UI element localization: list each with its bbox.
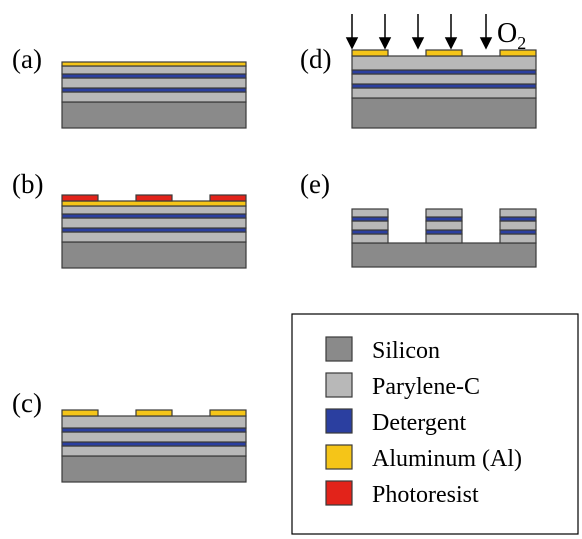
parylene-layer-bottom xyxy=(61,231,247,243)
legend-label-aluminum: Aluminum (Al) xyxy=(372,446,522,472)
silicon-substrate xyxy=(351,242,537,268)
aluminum-layer xyxy=(61,61,247,67)
detergent-layer-bottom xyxy=(61,441,247,447)
parylene-layer-middle xyxy=(425,220,463,231)
panel-b-label: (b) xyxy=(12,169,43,199)
panel-e: (e) xyxy=(300,169,537,268)
parylene-layer-middle xyxy=(61,217,247,229)
parylene-layer-bottom xyxy=(351,87,537,99)
legend-item-detergent: Detergent xyxy=(325,408,467,436)
parylene-layer-middle xyxy=(351,220,389,231)
silicon-substrate xyxy=(61,241,247,269)
pillar-right xyxy=(499,208,537,244)
parylene-layer-top xyxy=(61,205,247,215)
legend-label-photoresist: Photoresist xyxy=(372,482,479,508)
aluminum-mask-middle xyxy=(425,49,463,57)
panel-d: (d) O2 xyxy=(300,14,537,129)
pillar-middle xyxy=(425,208,463,244)
detergent-layer-bottom xyxy=(425,229,463,235)
legend-item-aluminum: Aluminum (Al) xyxy=(325,444,522,472)
parylene-layer-bottom xyxy=(499,233,537,244)
parylene-layer-bottom xyxy=(425,233,463,244)
legend: Silicon Parylene-C Detergent Aluminum (A… xyxy=(291,313,579,535)
aluminum-mask-right xyxy=(209,409,247,417)
detergent-layer-bottom xyxy=(499,229,537,235)
down-arrow-icon xyxy=(345,14,493,50)
oxygen-symbol: O xyxy=(497,18,517,49)
parylene-layer-middle xyxy=(61,431,247,443)
legend-swatch-parylene xyxy=(325,372,353,398)
panel-c: (c) xyxy=(12,388,247,483)
parylene-layer-bottom xyxy=(351,233,389,244)
panel-a: (a) xyxy=(12,44,247,129)
detergent-layer-top xyxy=(61,213,247,219)
legend-swatch-detergent xyxy=(325,408,353,434)
panel-e-label: (e) xyxy=(300,169,330,199)
oxygen-subscript: 2 xyxy=(517,33,526,53)
panel-d-label: (d) xyxy=(300,44,331,74)
aluminum-mask-left xyxy=(351,49,389,57)
detergent-layer-top xyxy=(351,216,389,222)
parylene-layer-bottom xyxy=(61,445,247,457)
legend-item-photoresist: Photoresist xyxy=(325,480,479,508)
panel-b: (b) xyxy=(12,169,247,269)
legend-swatch-photoresist xyxy=(325,480,353,506)
aluminum-layer xyxy=(61,200,247,207)
parylene-layer-top xyxy=(351,208,389,218)
parylene-layer-bottom xyxy=(61,91,247,103)
parylene-layer-middle xyxy=(61,77,247,89)
parylene-layer-top xyxy=(351,55,537,71)
silicon-substrate xyxy=(351,97,537,129)
parylene-layer-top xyxy=(61,415,247,429)
photoresist-pattern-middle xyxy=(135,194,173,202)
legend-label-silicon: Silicon xyxy=(372,338,440,364)
legend-label-detergent: Detergent xyxy=(372,410,467,436)
detergent-layer-top xyxy=(425,216,463,222)
aluminum-mask-left xyxy=(61,409,99,417)
parylene-layer-middle xyxy=(351,73,537,85)
parylene-layer-middle xyxy=(499,220,537,231)
detergent-layer-top xyxy=(499,216,537,222)
panel-c-label: (c) xyxy=(12,388,42,418)
panel-a-label: (a) xyxy=(12,44,42,74)
aluminum-mask-right xyxy=(499,49,537,57)
photoresist-pattern-right xyxy=(209,194,247,202)
legend-item-silicon: Silicon xyxy=(325,336,440,364)
legend-swatch-silicon xyxy=(325,336,353,362)
detergent-layer-top xyxy=(61,427,247,433)
photoresist-pattern-left xyxy=(61,194,99,202)
legend-item-parylene: Parylene-C xyxy=(325,372,480,400)
parylene-layer-top xyxy=(61,65,247,75)
legend-swatch-aluminum xyxy=(325,444,353,470)
parylene-layer-top xyxy=(425,208,463,218)
silicon-substrate xyxy=(61,101,247,129)
pillar-left xyxy=(351,208,389,244)
aluminum-mask-middle xyxy=(135,409,173,417)
oxygen-plasma-label: O2 xyxy=(497,18,526,53)
parylene-layer-top xyxy=(499,208,537,218)
detergent-layer-bottom xyxy=(351,229,389,235)
detergent-layer-bottom xyxy=(61,227,247,233)
legend-label-parylene: Parylene-C xyxy=(372,374,480,400)
silicon-substrate xyxy=(61,455,247,483)
